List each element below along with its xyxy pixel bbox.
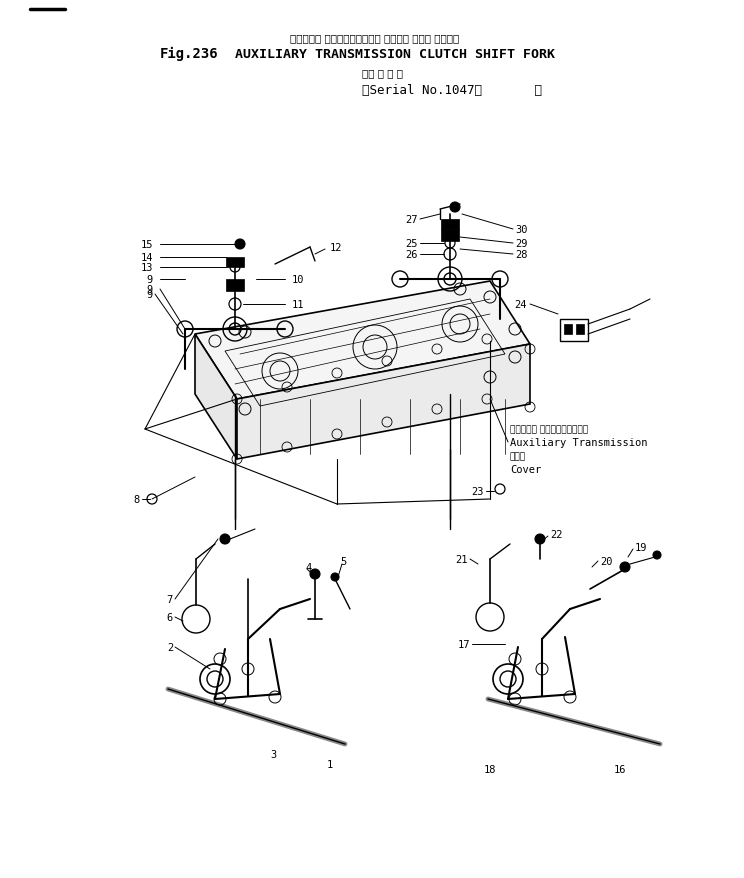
Text: Cover: Cover bbox=[510, 464, 541, 474]
Bar bbox=[226, 280, 244, 291]
Text: 20: 20 bbox=[600, 557, 612, 566]
Text: 23: 23 bbox=[472, 486, 484, 496]
Text: 27: 27 bbox=[405, 215, 418, 225]
Text: 29: 29 bbox=[515, 239, 527, 248]
Text: 15: 15 bbox=[141, 240, 153, 249]
Text: 16: 16 bbox=[614, 764, 626, 774]
Text: 2: 2 bbox=[167, 643, 173, 652]
Polygon shape bbox=[237, 344, 530, 459]
Circle shape bbox=[535, 535, 545, 544]
Polygon shape bbox=[195, 282, 530, 399]
Text: 3: 3 bbox=[270, 749, 276, 759]
Text: 18: 18 bbox=[484, 764, 496, 774]
Text: 13: 13 bbox=[141, 263, 153, 273]
Text: 6: 6 bbox=[167, 612, 173, 623]
Text: 9: 9 bbox=[147, 275, 153, 284]
Text: 22: 22 bbox=[550, 529, 562, 539]
Circle shape bbox=[235, 240, 245, 249]
Text: 21: 21 bbox=[455, 554, 468, 565]
Bar bbox=[560, 320, 588, 342]
Bar bbox=[576, 325, 584, 335]
Bar bbox=[226, 258, 244, 268]
Text: オギジアリ トランスミッション クラッチ シフト フォーク: オギジアリ トランスミッション クラッチ シフト フォーク bbox=[290, 33, 460, 43]
Text: 8: 8 bbox=[134, 494, 140, 505]
Text: 28: 28 bbox=[515, 249, 527, 260]
Text: 30: 30 bbox=[515, 225, 527, 234]
Text: 1: 1 bbox=[327, 759, 333, 769]
Text: 14: 14 bbox=[141, 253, 153, 263]
Text: 19: 19 bbox=[635, 543, 647, 552]
Text: 9: 9 bbox=[147, 284, 153, 295]
Text: 17: 17 bbox=[458, 639, 470, 649]
Text: （適 用 号 機: （適 用 号 機 bbox=[362, 68, 403, 78]
Circle shape bbox=[450, 203, 460, 212]
Text: 12: 12 bbox=[330, 242, 342, 253]
Text: オギジアリ トランスミッション: オギジアリ トランスミッション bbox=[510, 425, 588, 434]
Text: 26: 26 bbox=[405, 249, 418, 260]
Text: Fig.236: Fig.236 bbox=[160, 47, 219, 61]
Text: 9: 9 bbox=[147, 290, 153, 299]
Circle shape bbox=[620, 563, 630, 572]
Text: 10: 10 bbox=[292, 275, 304, 284]
Text: カバー: カバー bbox=[510, 452, 526, 461]
Circle shape bbox=[220, 535, 230, 544]
Text: Auxiliary Transmission: Auxiliary Transmission bbox=[510, 437, 647, 448]
Text: 7: 7 bbox=[167, 594, 173, 604]
Text: AUXILIARY TRANSMISSION CLUTCH SHIFT FORK: AUXILIARY TRANSMISSION CLUTCH SHIFT FORK bbox=[235, 47, 555, 61]
Text: 5: 5 bbox=[340, 557, 346, 566]
Bar bbox=[564, 325, 572, 335]
Text: 4: 4 bbox=[305, 563, 311, 572]
Text: 11: 11 bbox=[292, 299, 304, 310]
Text: （Serial No.1047～       ）: （Serial No.1047～ ） bbox=[362, 83, 542, 97]
Bar bbox=[441, 230, 459, 241]
Bar bbox=[441, 220, 459, 230]
Circle shape bbox=[310, 569, 320, 579]
Polygon shape bbox=[195, 335, 237, 459]
Text: 25: 25 bbox=[405, 239, 418, 248]
Text: 24: 24 bbox=[515, 299, 527, 310]
Circle shape bbox=[331, 573, 339, 581]
Circle shape bbox=[653, 551, 661, 559]
